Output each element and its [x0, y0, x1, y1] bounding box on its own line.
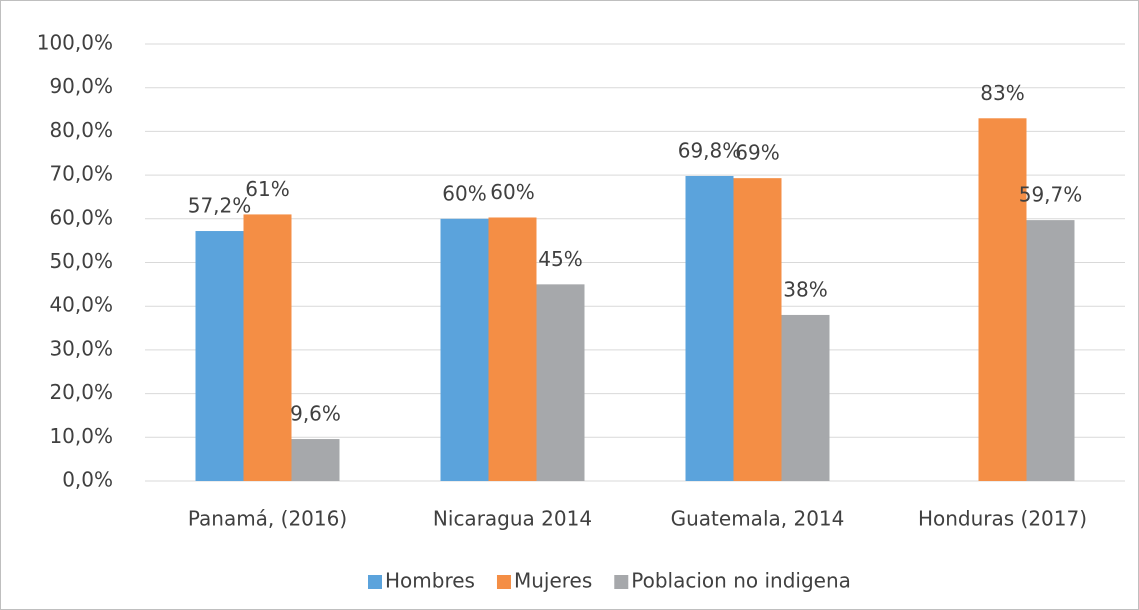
bar [243, 214, 292, 481]
data-label: 61% [245, 177, 289, 201]
data-label: 60% [490, 180, 534, 204]
x-tick-label: Guatemala, 2014 [671, 507, 845, 531]
bar [1026, 220, 1075, 481]
data-label: 69% [735, 141, 779, 165]
legend-label: Hombres [385, 569, 475, 593]
bar [685, 175, 734, 481]
data-label: 59,7% [1019, 183, 1083, 207]
x-tick-label: Panamá, (2016) [188, 507, 347, 531]
data-label: 57,2% [188, 194, 252, 218]
data-label: 9,6% [290, 402, 341, 426]
x-tick-label: Nicaragua 2014 [433, 507, 592, 531]
bar [978, 118, 1027, 481]
y-tick-label: 70,0% [49, 162, 113, 186]
y-tick-label: 40,0% [49, 293, 113, 317]
y-tick-label: 0,0% [62, 468, 113, 492]
data-label: 45% [538, 247, 582, 271]
y-tick-label: 30,0% [49, 336, 113, 360]
bar [488, 217, 537, 481]
bar [781, 314, 830, 481]
bar [440, 218, 489, 482]
legend-label: Mujeres [514, 569, 592, 593]
legend-label: Poblacion no indigena [631, 569, 851, 593]
y-tick-label: 90,0% [49, 74, 113, 98]
y-tick-label: 60,0% [49, 205, 113, 229]
data-label: 60% [442, 181, 486, 205]
data-label: 83% [980, 81, 1024, 105]
bar [291, 439, 340, 481]
bar [536, 284, 585, 481]
x-tick-label: Honduras (2017) [918, 507, 1087, 531]
bar [195, 231, 244, 481]
data-label: 38% [783, 277, 827, 301]
legend-swatch [496, 575, 511, 589]
y-tick-label: 50,0% [49, 249, 113, 273]
legend-swatch [368, 575, 382, 589]
bar [733, 178, 782, 481]
y-tick-label: 100,0% [37, 31, 113, 55]
legend-swatch [614, 575, 629, 589]
y-tick-label: 10,0% [49, 424, 113, 448]
y-tick-label: 20,0% [49, 380, 113, 404]
data-label: 69,8% [678, 138, 742, 162]
y-tick-label: 80,0% [49, 118, 113, 142]
